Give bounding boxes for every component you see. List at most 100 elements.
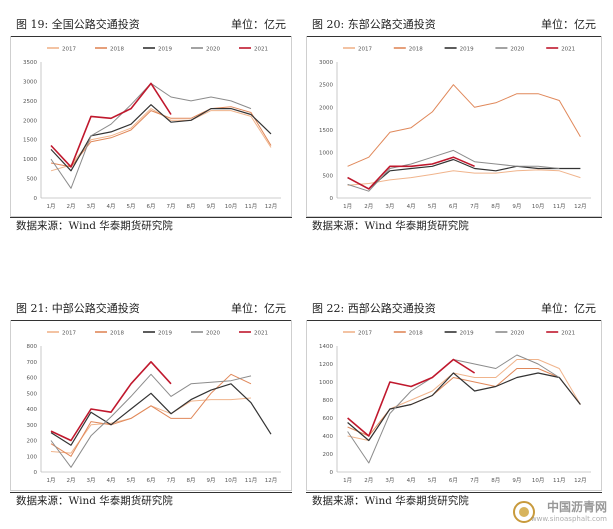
line-chart: 2017 2018 2019 2020 2021 0 500 1000 1500 2000 2500… bbox=[23, 47, 281, 210]
series-line-2021 bbox=[347, 358, 476, 437]
x-tick-label: 10月 bbox=[532, 477, 545, 484]
x-tick-label: 3月 bbox=[385, 477, 394, 484]
legend-label: 2017 bbox=[358, 47, 372, 53]
x-tick-label: 5月 bbox=[127, 203, 136, 210]
y-tick-label: 1000 bbox=[319, 151, 333, 157]
y-tick-label: 600 bbox=[323, 416, 334, 422]
source-note: 数据来源：Wind 华泰期货研究院 bbox=[10, 492, 292, 509]
x-tick-label: 5月 bbox=[127, 477, 136, 484]
legend-label: 2020 bbox=[510, 47, 524, 53]
y-tick-label: 1000 bbox=[23, 157, 37, 163]
x-tick-label: 7月 bbox=[167, 477, 176, 484]
line-chart: 2017 2018 2019 2020 2021 0 100 200 300 400 500 600 7… bbox=[27, 331, 281, 484]
figure-title-bar: 图 19: 全国公路交通投资 单位：亿元 bbox=[10, 14, 292, 37]
plot-area: 2017 2018 2019 2020 2021 0 500 1000 1500 2000 2500… bbox=[10, 36, 292, 217]
y-tick-label: 0 bbox=[34, 196, 38, 202]
series-line-2020 bbox=[50, 82, 252, 189]
chart-panel-west: 图 22: 西部公路交通投资 单位：亿元 2017 2018 2019 2020 202… bbox=[306, 298, 602, 522]
x-tick-label: 2月 bbox=[364, 477, 373, 484]
chart-title: 图 20: 东部公路交通投资 bbox=[312, 18, 436, 31]
x-tick-label: 10月 bbox=[532, 203, 545, 210]
x-tick-label: 9月 bbox=[512, 477, 521, 484]
series-line-2018 bbox=[50, 373, 252, 457]
x-tick-label: 8月 bbox=[491, 203, 500, 210]
y-tick-label: 3000 bbox=[23, 79, 37, 85]
series-line-2021 bbox=[50, 82, 172, 168]
series-line-2021 bbox=[50, 360, 172, 442]
figure-title-bar: 图 20: 东部公路交通投资 单位：亿元 bbox=[306, 14, 602, 37]
y-tick-label: 800 bbox=[323, 398, 334, 404]
series-line-2019 bbox=[50, 104, 272, 172]
y-tick-label: 200 bbox=[323, 452, 334, 458]
x-tick-label: 1月 bbox=[343, 477, 352, 484]
series-line-2020 bbox=[347, 149, 560, 192]
y-tick-label: 0 bbox=[330, 470, 334, 476]
y-tick-label: 3500 bbox=[23, 60, 37, 66]
x-tick-label: 12月 bbox=[265, 203, 278, 210]
line-chart: 2017 2018 2019 2020 2021 0 500 1000 1500 2000 2500… bbox=[319, 47, 591, 210]
x-tick-label: 3月 bbox=[87, 203, 96, 210]
series-line-2017 bbox=[347, 169, 581, 186]
x-tick-label: 2月 bbox=[67, 477, 76, 484]
chart-title: 图 19: 全国公路交通投资 bbox=[16, 18, 140, 31]
series-line-2019 bbox=[50, 383, 272, 446]
source-note: 数据来源：Wind 华泰期货研究院 bbox=[306, 217, 602, 234]
series-line-2018 bbox=[347, 84, 581, 167]
y-tick-label: 600 bbox=[27, 376, 38, 382]
x-tick-label: 10月 bbox=[225, 477, 238, 484]
x-tick-label: 5月 bbox=[428, 203, 437, 210]
series-line-2018 bbox=[50, 106, 272, 168]
series-line-2021 bbox=[347, 156, 475, 190]
legend-label: 2021 bbox=[254, 47, 268, 53]
x-tick-label: 1月 bbox=[47, 477, 56, 484]
x-tick-label: 4月 bbox=[107, 203, 116, 210]
y-tick-label: 0 bbox=[330, 196, 334, 202]
x-tick-label: 8月 bbox=[491, 477, 500, 484]
legend-label: 2020 bbox=[206, 331, 220, 337]
legend-label: 2018 bbox=[110, 331, 124, 337]
source-note: 数据来源：Wind 华泰期货研究院 bbox=[10, 217, 292, 234]
legend-label: 2020 bbox=[206, 47, 220, 53]
x-tick-label: 9月 bbox=[512, 203, 521, 210]
x-tick-label: 7月 bbox=[167, 203, 176, 210]
figure-title-bar: 图 22: 西部公路交通投资 单位：亿元 bbox=[306, 298, 602, 321]
legend-label: 2021 bbox=[561, 47, 575, 53]
line-chart: 2017 2018 2019 2020 2021 0 200 400 600 800 1000 120… bbox=[319, 331, 591, 484]
y-tick-label: 800 bbox=[27, 344, 38, 350]
y-tick-label: 3000 bbox=[319, 60, 333, 66]
x-tick-label: 11月 bbox=[245, 477, 258, 484]
series-line-2019 bbox=[347, 372, 581, 442]
x-tick-label: 5月 bbox=[428, 477, 437, 484]
chart-unit: 单位：亿元 bbox=[231, 302, 286, 315]
legend-label: 2019 bbox=[158, 331, 172, 337]
x-tick-label: 7月 bbox=[470, 203, 479, 210]
x-tick-label: 6月 bbox=[147, 203, 156, 210]
x-tick-label: 6月 bbox=[449, 203, 458, 210]
y-tick-label: 2500 bbox=[23, 99, 37, 105]
x-tick-label: 11月 bbox=[245, 203, 258, 210]
y-tick-label: 1000 bbox=[319, 380, 333, 386]
x-tick-label: 1月 bbox=[47, 203, 56, 210]
x-tick-label: 6月 bbox=[147, 477, 156, 484]
y-tick-label: 2000 bbox=[23, 118, 37, 124]
y-tick-label: 300 bbox=[27, 423, 38, 429]
x-tick-label: 6月 bbox=[449, 477, 458, 484]
legend-label: 2021 bbox=[561, 331, 575, 337]
watermark-title: 中国沥青网 bbox=[546, 500, 607, 514]
figure-title-bar: 图 21: 中部公路交通投资 单位：亿元 bbox=[10, 298, 292, 321]
y-tick-label: 400 bbox=[27, 407, 38, 413]
x-tick-label: 4月 bbox=[407, 477, 416, 484]
watermark: 中国沥青网 www.sinoasphalt.com bbox=[531, 498, 607, 523]
x-tick-label: 2月 bbox=[67, 203, 76, 210]
y-tick-label: 1500 bbox=[23, 138, 37, 144]
chart-panel-east: 图 20: 东部公路交通投资 单位：亿元 2017 2018 2019 2020 202… bbox=[306, 14, 602, 238]
legend-label: 2019 bbox=[460, 47, 474, 53]
chart-unit: 单位：亿元 bbox=[541, 18, 596, 31]
legend-label: 2018 bbox=[409, 331, 423, 337]
watermark-logo-icon bbox=[513, 501, 535, 523]
x-tick-label: 3月 bbox=[385, 203, 394, 210]
x-tick-label: 2月 bbox=[364, 203, 373, 210]
watermark-url: www.sinoasphalt.com bbox=[530, 515, 607, 523]
plot-area: 2017 2018 2019 2020 2021 0 100 200 300 400 500 600 7… bbox=[10, 320, 292, 491]
chart-title: 图 22: 西部公路交通投资 bbox=[312, 302, 436, 315]
